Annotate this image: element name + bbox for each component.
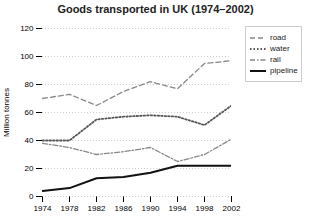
svg-text:1978: 1978 bbox=[61, 204, 79, 213]
svg-text:1986: 1986 bbox=[115, 204, 133, 213]
svg-text:40: 40 bbox=[25, 136, 34, 145]
html-text:rail: rail bbox=[270, 55, 281, 64]
svg-text:20: 20 bbox=[25, 164, 34, 173]
html-text:Goods transported in UK (1974–: Goods transported in UK (1974–2002) bbox=[57, 3, 254, 15]
svg-text:100: 100 bbox=[20, 52, 34, 61]
svg-text:1990: 1990 bbox=[142, 204, 160, 213]
svg-text:0: 0 bbox=[29, 192, 34, 201]
html-text:road: road bbox=[270, 33, 286, 42]
svg-text:120: 120 bbox=[20, 24, 34, 33]
html-text:pipeline: pipeline bbox=[270, 66, 298, 75]
svg-text:2002: 2002 bbox=[223, 204, 241, 213]
html-text:water: water bbox=[270, 44, 290, 53]
svg-text:1982: 1982 bbox=[88, 204, 106, 213]
svg-text:1974: 1974 bbox=[34, 204, 52, 213]
svg-text:80: 80 bbox=[25, 80, 34, 89]
svg-text:Million tonnes: Million tonnes bbox=[2, 88, 11, 137]
svg-text:1994: 1994 bbox=[169, 204, 187, 213]
svg-text:60: 60 bbox=[25, 108, 34, 117]
svg-text:1998: 1998 bbox=[196, 204, 214, 213]
